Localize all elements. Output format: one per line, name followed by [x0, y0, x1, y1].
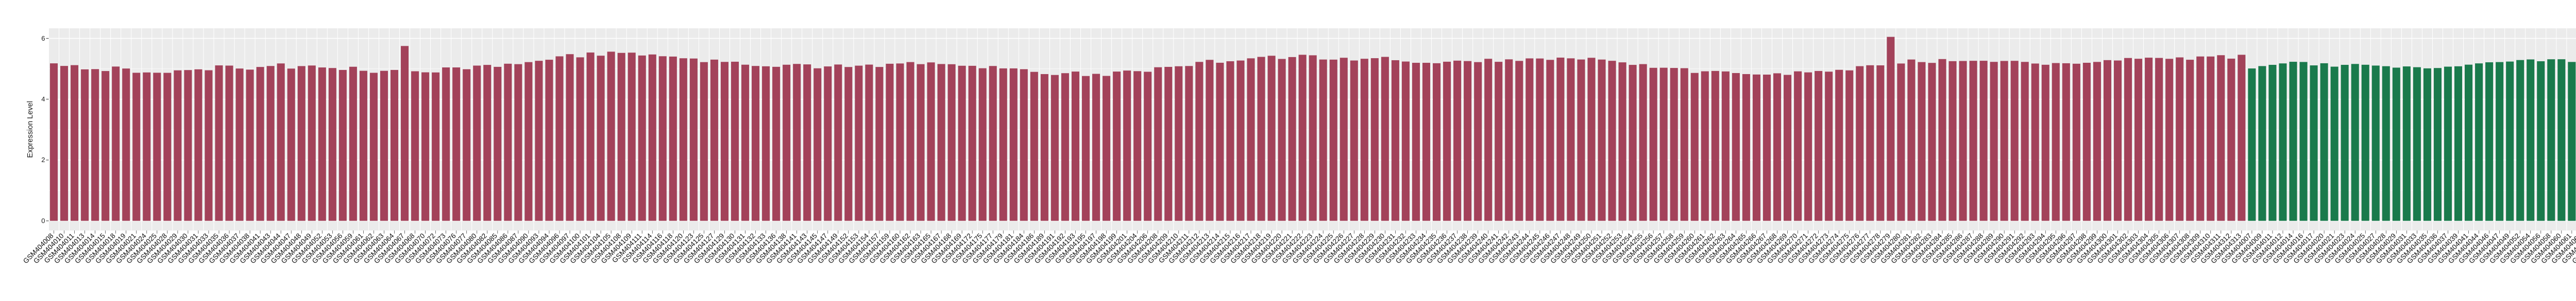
- svg-text:4: 4: [41, 95, 45, 103]
- svg-text:2: 2: [41, 156, 45, 164]
- svg-text:0: 0: [41, 217, 45, 224]
- svg-text:Expression Level: Expression Level: [26, 101, 35, 157]
- svg-text:6: 6: [41, 34, 45, 42]
